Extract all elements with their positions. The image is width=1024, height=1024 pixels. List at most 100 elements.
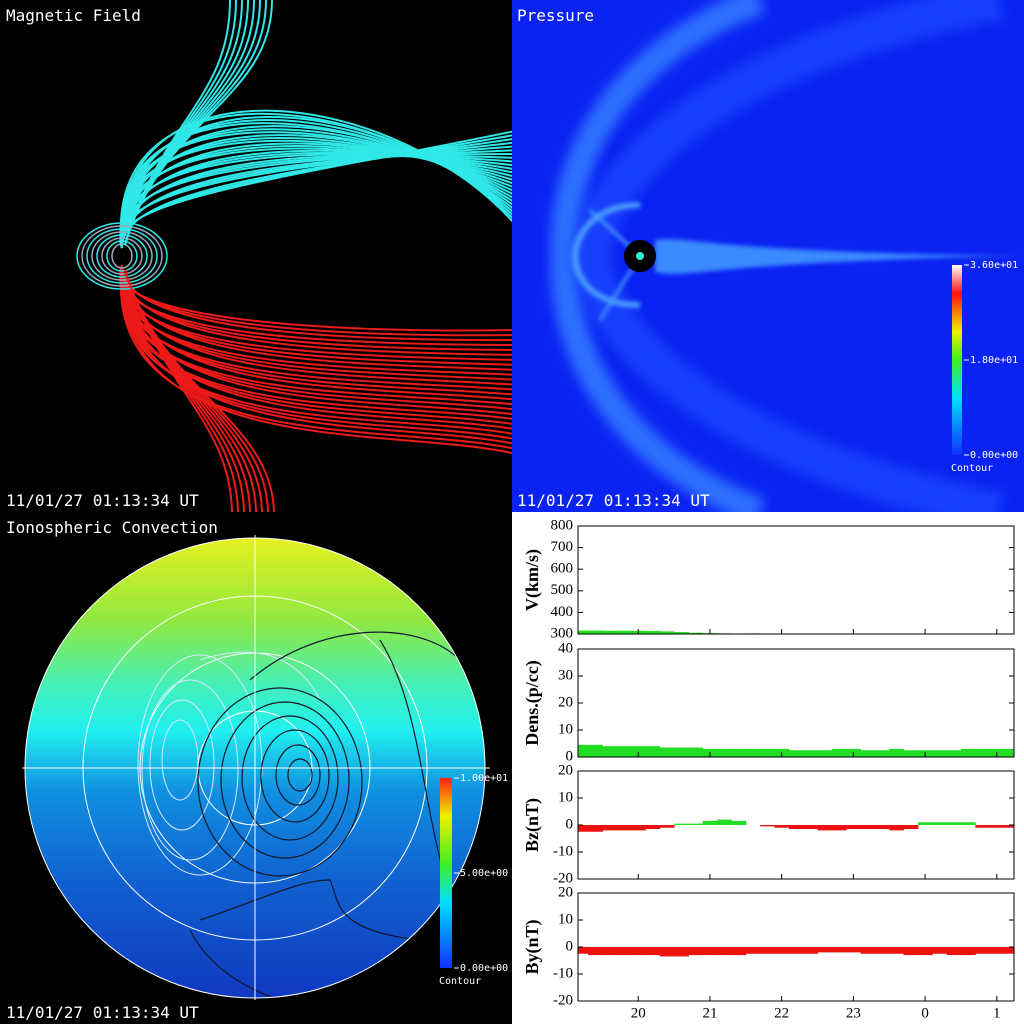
- y-tick-label: 30: [558, 667, 573, 683]
- field-loop: [76, 222, 168, 290]
- colorbar-label: 3.60e+01: [970, 260, 1018, 271]
- area-bar: [975, 748, 991, 757]
- area-bar: [975, 947, 991, 954]
- y-tick-label: 0: [566, 748, 574, 764]
- area-bar: [688, 747, 704, 757]
- area-bar: [631, 825, 646, 831]
- y-axis-label: Dens.(p/cc): [522, 660, 543, 745]
- area-bar: [616, 947, 632, 956]
- area-bar: [659, 631, 675, 634]
- field-line: [119, 264, 512, 450]
- area-bar: [917, 947, 933, 956]
- area-bar: [731, 748, 747, 757]
- area-bar: [602, 825, 618, 831]
- timestamp: 11/01/27 01:13:34 UT: [6, 491, 199, 510]
- area-bar: [788, 825, 804, 830]
- colorbar-label: 0.00e+00: [970, 450, 1018, 461]
- area-bar: [674, 747, 689, 757]
- area-bar: [688, 632, 704, 634]
- area-bar: [874, 750, 890, 757]
- pressure-panel: [512, 0, 1024, 512]
- field-loop: [111, 243, 133, 269]
- area-bar: [903, 947, 919, 956]
- area-bar: [616, 825, 632, 831]
- y-tick-label: 0: [566, 816, 574, 832]
- y-tick-label: 0: [566, 938, 574, 954]
- area-bar: [932, 750, 948, 757]
- area-bar: [645, 825, 661, 830]
- area-bar: [860, 947, 876, 954]
- y-tick-label: -20: [553, 992, 573, 1008]
- panel-title: Pressure: [517, 6, 594, 25]
- field-lines: [76, 0, 512, 512]
- area-bar: [717, 947, 732, 956]
- area-bar: [588, 947, 603, 956]
- area-bar: [831, 825, 847, 831]
- area-bar: [674, 823, 689, 825]
- area-bar: [831, 748, 847, 757]
- area-bar: [645, 630, 661, 634]
- area-bar: [803, 947, 819, 954]
- field-line: [120, 264, 512, 371]
- area-bar: [578, 947, 589, 954]
- open-line: [124, 269, 275, 512]
- field-line: [120, 134, 512, 249]
- area-bar: [760, 825, 775, 827]
- area-bar: [1003, 748, 1014, 757]
- area-bar: [946, 750, 962, 757]
- area-bar: [817, 947, 833, 953]
- field-loop: [101, 237, 143, 275]
- area-bar: [946, 947, 962, 956]
- y-tick-label: 20: [558, 884, 573, 900]
- area-bar: [717, 748, 732, 757]
- y-axis-label: Bz(nT): [522, 798, 543, 852]
- area-bar: [946, 822, 962, 825]
- y-tick-label: 10: [558, 789, 573, 805]
- area-bar: [989, 947, 1005, 954]
- magnetic-panel: [0, 0, 512, 512]
- colorbar: [440, 778, 452, 968]
- area-bar: [846, 825, 862, 830]
- x-tick-label: 23: [846, 1005, 861, 1021]
- area-bar: [960, 822, 976, 825]
- series: [578, 947, 1014, 957]
- area-bar: [774, 947, 790, 954]
- area-bar: [616, 746, 632, 757]
- colorbar-label: 1.00e+01: [460, 773, 508, 784]
- area-bar: [702, 947, 718, 956]
- area-bar: [989, 825, 1005, 828]
- area-bar: [860, 750, 876, 757]
- area-bar: [760, 748, 775, 757]
- area-bar: [602, 947, 618, 956]
- timestamp: 11/01/27 01:13:34 UT: [517, 491, 710, 510]
- area-bar: [975, 825, 991, 828]
- area-bar: [731, 947, 747, 956]
- field-line: [120, 149, 512, 249]
- area-bar: [588, 630, 603, 634]
- field-loop: [86, 228, 158, 284]
- field-line: [120, 264, 512, 455]
- area-bar: [803, 750, 819, 757]
- y-tick-label: -10: [553, 843, 573, 859]
- y-tick-label: 400: [551, 604, 574, 620]
- area-bar: [1003, 825, 1014, 828]
- colorbar-label: 5.00e+00: [460, 868, 508, 879]
- panel-title: Ionospheric Convection: [6, 518, 218, 537]
- area-bar: [588, 825, 603, 832]
- field-line: [120, 264, 512, 416]
- area-bar: [788, 750, 804, 757]
- field-line: [120, 264, 512, 430]
- area-bar: [932, 822, 948, 825]
- timestamp: 11/01/27 01:13:34 UT: [6, 1003, 199, 1022]
- area-bar: [631, 947, 646, 956]
- area-bar: [645, 746, 661, 757]
- field-loop: [96, 234, 148, 278]
- area-bar: [960, 947, 976, 956]
- x-tick-label: 21: [702, 1005, 717, 1021]
- area-bar: [817, 825, 833, 831]
- area-bar: [674, 947, 689, 957]
- area-bar: [631, 746, 646, 757]
- y-tick-label: 600: [551, 561, 574, 577]
- field-line: [120, 149, 512, 249]
